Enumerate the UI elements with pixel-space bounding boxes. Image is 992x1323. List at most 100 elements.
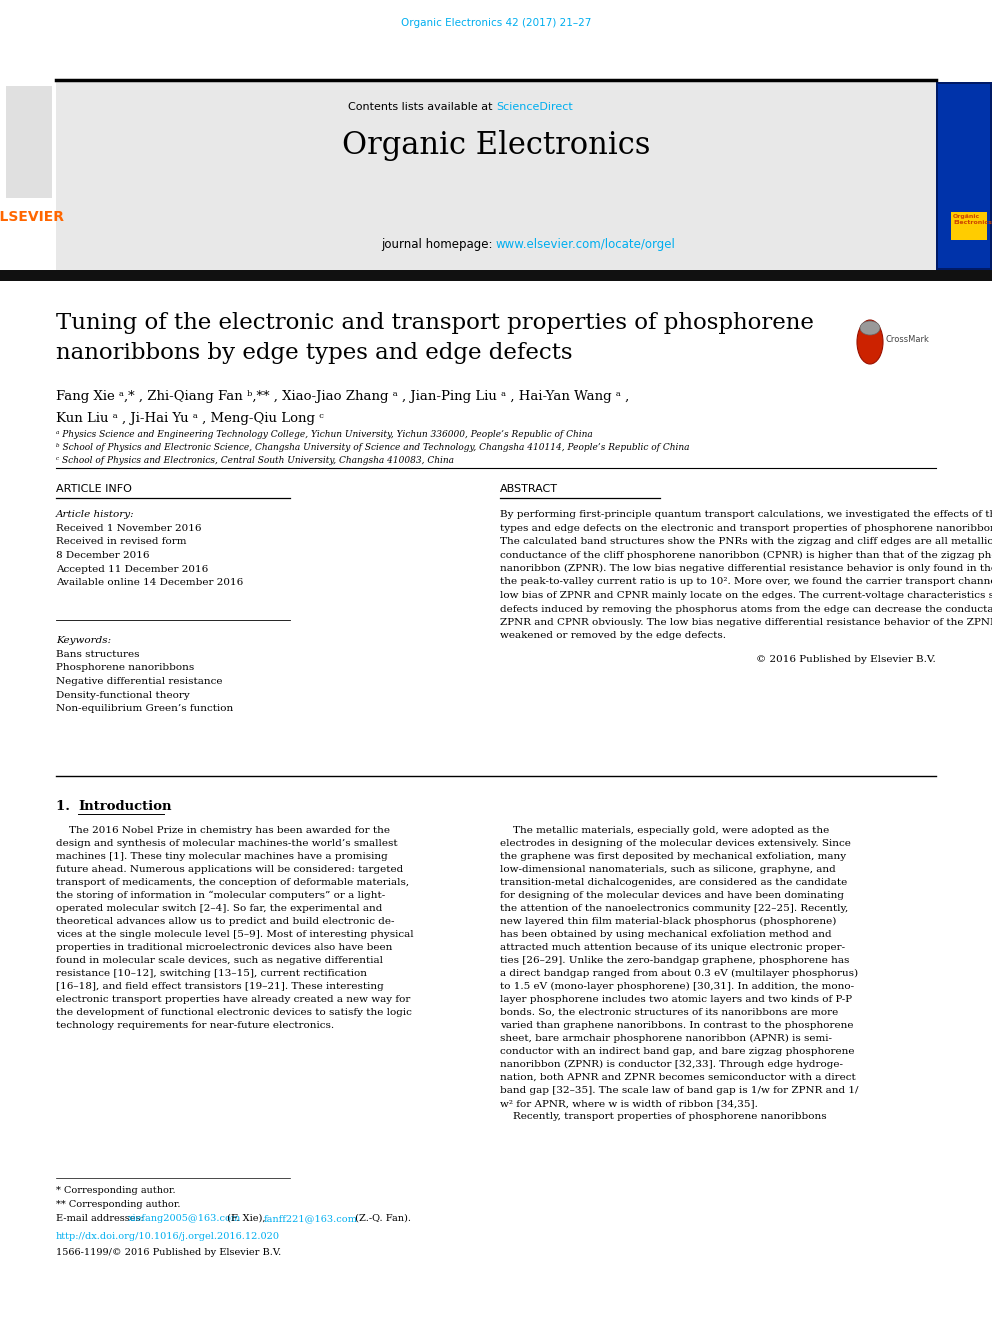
Text: Non-equilibrium Green’s function: Non-equilibrium Green’s function <box>56 704 233 713</box>
Text: ties [26–29]. Unlike the zero-bandgap graphene, phosphorene has: ties [26–29]. Unlike the zero-bandgap gr… <box>500 957 849 964</box>
Text: Kun Liu ᵃ , Ji-Hai Yu ᵃ , Meng-Qiu Long ᶜ: Kun Liu ᵃ , Ji-Hai Yu ᵃ , Meng-Qiu Long … <box>56 411 323 425</box>
Text: Keywords:: Keywords: <box>56 636 111 646</box>
Text: ABSTRACT: ABSTRACT <box>500 484 558 493</box>
Text: conductor with an indirect band gap, and bare zigzag phosphorene: conductor with an indirect band gap, and… <box>500 1046 854 1056</box>
Text: (Z.-Q. Fan).: (Z.-Q. Fan). <box>352 1215 411 1222</box>
Text: has been obtained by using mechanical exfoliation method and: has been obtained by using mechanical ex… <box>500 930 831 939</box>
Text: electrodes in designing of the molecular devices extensively. Since: electrodes in designing of the molecular… <box>500 839 851 848</box>
Text: CrossMark: CrossMark <box>886 335 930 344</box>
Text: ELSEVIER: ELSEVIER <box>0 210 65 224</box>
Text: technology requirements for near-future electronics.: technology requirements for near-future … <box>56 1021 334 1031</box>
Text: electronic transport properties have already created a new way for: electronic transport properties have alr… <box>56 995 411 1004</box>
Text: 1.: 1. <box>56 800 79 814</box>
Text: Contents lists available at: Contents lists available at <box>348 102 496 112</box>
Text: www.elsevier.com/locate/orgel: www.elsevier.com/locate/orgel <box>496 238 676 251</box>
Text: fanff221@163.com: fanff221@163.com <box>264 1215 358 1222</box>
Text: nanoribbons by edge types and edge defects: nanoribbons by edge types and edge defec… <box>56 343 572 364</box>
Text: Fang Xie ᵃ,* , Zhi-Qiang Fan ᵇ,** , Xiao-Jiao Zhang ᵃ , Jian-Ping Liu ᵃ , Hai-Ya: Fang Xie ᵃ,* , Zhi-Qiang Fan ᵇ,** , Xiao… <box>56 390 629 404</box>
Text: transition-metal dichalcogenides, are considered as the candidate: transition-metal dichalcogenides, are co… <box>500 878 847 886</box>
Text: Recently, transport properties of phosphorene nanoribbons: Recently, transport properties of phosph… <box>500 1113 826 1121</box>
Text: low-dimensional nanomaterials, such as silicone, graphyne, and: low-dimensional nanomaterials, such as s… <box>500 865 835 875</box>
Text: ** Corresponding author.: ** Corresponding author. <box>56 1200 181 1209</box>
Text: band gap [32–35]. The scale law of band gap is 1/w for ZPNR and 1/: band gap [32–35]. The scale law of band … <box>500 1086 858 1095</box>
Text: Article history:: Article history: <box>56 509 135 519</box>
Text: conductance of the cliff phosphorene nanoribbon (CPNR) is higher than that of th: conductance of the cliff phosphorene nan… <box>500 550 992 560</box>
Text: vices at the single molecule level [5–9]. Most of interesting physical: vices at the single molecule level [5–9]… <box>56 930 414 939</box>
Text: a direct bandgap ranged from about 0.3 eV (multilayer phosphorus): a direct bandgap ranged from about 0.3 e… <box>500 968 858 978</box>
Ellipse shape <box>857 320 883 364</box>
Text: theoretical advances allow us to predict and build electronic de-: theoretical advances allow us to predict… <box>56 917 395 926</box>
Text: transport of medicaments, the conception of deformable materials,: transport of medicaments, the conception… <box>56 878 409 886</box>
Text: Organic Electronics 42 (2017) 21–27: Organic Electronics 42 (2017) 21–27 <box>401 19 591 28</box>
Text: Density-functional theory: Density-functional theory <box>56 691 189 700</box>
Text: Introduction: Introduction <box>78 800 172 814</box>
Text: varied than graphene nanoribbons. In contrast to the phosphorene: varied than graphene nanoribbons. In con… <box>500 1021 853 1031</box>
Text: the development of functional electronic devices to satisfy the logic: the development of functional electronic… <box>56 1008 412 1017</box>
Text: Received 1 November 2016: Received 1 November 2016 <box>56 524 201 533</box>
Text: machines [1]. These tiny molecular machines have a promising: machines [1]. These tiny molecular machi… <box>56 852 388 861</box>
Bar <box>56 82 936 270</box>
Text: weakened or removed by the edge defects.: weakened or removed by the edge defects. <box>500 631 726 640</box>
Text: sheet, bare armchair phosphorene nanoribbon (APNR) is semi-: sheet, bare armchair phosphorene nanorib… <box>500 1035 832 1043</box>
Text: the graphene was first deposited by mechanical exfoliation, many: the graphene was first deposited by mech… <box>500 852 846 861</box>
Text: the storing of information in “molecular computers” or a light-: the storing of information in “molecular… <box>56 890 385 901</box>
Text: journal homepage:: journal homepage: <box>381 238 496 251</box>
Text: The 2016 Nobel Prize in chemistry has been awarded for the: The 2016 Nobel Prize in chemistry has be… <box>56 826 390 835</box>
Text: layer phosphorene includes two atomic layers and two kinds of P-P: layer phosphorene includes two atomic la… <box>500 995 852 1004</box>
Text: bonds. So, the electronic structures of its nanoribbons are more: bonds. So, the electronic structures of … <box>500 1008 838 1017</box>
Text: [16–18], and field effect transistors [19–21]. These interesting: [16–18], and field effect transistors [1… <box>56 982 384 991</box>
Text: the peak-to-valley current ratio is up to 10². More over, we found the carrier t: the peak-to-valley current ratio is up t… <box>500 578 992 586</box>
Bar <box>938 83 990 269</box>
Text: attracted much attention because of its unique electronic proper-: attracted much attention because of its … <box>500 943 845 953</box>
Text: Bans structures: Bans structures <box>56 650 140 659</box>
Text: the attention of the nanoelectronics community [22–25]. Recently,: the attention of the nanoelectronics com… <box>500 904 848 913</box>
Text: By performing first-principle quantum transport calculations, we investigated th: By performing first-principle quantum tr… <box>500 509 992 519</box>
Text: nanoribbon (ZPNR) is conductor [32,33]. Through edge hydroge-: nanoribbon (ZPNR) is conductor [32,33]. … <box>500 1060 843 1069</box>
Text: The calculated band structures show the PNRs with the zigzag and cliff edges are: The calculated band structures show the … <box>500 537 992 546</box>
Text: design and synthesis of molecular machines-the world’s smallest: design and synthesis of molecular machin… <box>56 839 398 848</box>
Bar <box>6 86 52 198</box>
Text: for designing of the molecular devices and have been dominating: for designing of the molecular devices a… <box>500 890 844 900</box>
Text: (F. Xie),: (F. Xie), <box>224 1215 269 1222</box>
Text: properties in traditional microelectronic devices also have been: properties in traditional microelectroni… <box>56 943 393 953</box>
Text: Orgänic
Electronics: Orgänic Electronics <box>953 214 992 225</box>
Text: Phosphorene nanoribbons: Phosphorene nanoribbons <box>56 664 194 672</box>
Text: ZPNR and CPNR obviously. The low bias negative differential resistance behavior : ZPNR and CPNR obviously. The low bias ne… <box>500 618 992 627</box>
Ellipse shape <box>860 321 880 335</box>
Text: © 2016 Published by Elsevier B.V.: © 2016 Published by Elsevier B.V. <box>756 655 936 664</box>
Text: ᶜ School of Physics and Electronics, Central South University, Changsha 410083, : ᶜ School of Physics and Electronics, Cen… <box>56 456 454 464</box>
Text: Tuning of the electronic and transport properties of phosphorene: Tuning of the electronic and transport p… <box>56 312 813 333</box>
Text: 1566-1199/© 2016 Published by Elsevier B.V.: 1566-1199/© 2016 Published by Elsevier B… <box>56 1248 282 1257</box>
Text: Negative differential resistance: Negative differential resistance <box>56 677 222 687</box>
Text: w² for APNR, where w is width of ribbon [34,35].: w² for APNR, where w is width of ribbon … <box>500 1099 758 1107</box>
Bar <box>0 270 992 280</box>
Text: defects induced by removing the phosphorus atoms from the edge can decrease the : defects induced by removing the phosphor… <box>500 605 992 614</box>
Text: ARTICLE INFO: ARTICLE INFO <box>56 484 132 493</box>
Text: found in molecular scale devices, such as negative differential: found in molecular scale devices, such a… <box>56 957 383 964</box>
Bar <box>0 82 56 270</box>
Text: Organic Electronics: Organic Electronics <box>342 130 650 161</box>
Text: E-mail addresses:: E-mail addresses: <box>56 1215 147 1222</box>
Text: 8 December 2016: 8 December 2016 <box>56 550 150 560</box>
Bar <box>936 82 992 270</box>
Text: nation, both APNR and ZPNR becomes semiconductor with a direct: nation, both APNR and ZPNR becomes semic… <box>500 1073 856 1082</box>
Text: operated molecular switch [2–4]. So far, the experimental and: operated molecular switch [2–4]. So far,… <box>56 904 382 913</box>
Bar <box>951 212 987 239</box>
Text: new layered thin film material-black phosphorus (phosphorene): new layered thin film material-black pho… <box>500 917 836 926</box>
Text: http://dx.doi.org/10.1016/j.orgel.2016.12.020: http://dx.doi.org/10.1016/j.orgel.2016.1… <box>56 1232 280 1241</box>
Text: * Corresponding author.: * Corresponding author. <box>56 1185 176 1195</box>
Bar <box>4 83 54 214</box>
Text: to 1.5 eV (mono-layer phosphorene) [30,31]. In addition, the mono-: to 1.5 eV (mono-layer phosphorene) [30,3… <box>500 982 854 991</box>
Text: xiefang2005@163.com: xiefang2005@163.com <box>128 1215 241 1222</box>
Text: Accepted 11 December 2016: Accepted 11 December 2016 <box>56 565 208 573</box>
Text: future ahead. Numerous applications will be considered: targeted: future ahead. Numerous applications will… <box>56 865 404 875</box>
Text: The metallic materials, especially gold, were adopted as the: The metallic materials, especially gold,… <box>500 826 829 835</box>
Text: Available online 14 December 2016: Available online 14 December 2016 <box>56 578 243 587</box>
Text: ScienceDirect: ScienceDirect <box>496 102 572 112</box>
Text: types and edge defects on the electronic and transport properties of phosphorene: types and edge defects on the electronic… <box>500 524 992 533</box>
Text: Received in revised form: Received in revised form <box>56 537 186 546</box>
Text: ᵃ Physics Science and Engineering Technology College, Yichun University, Yichun : ᵃ Physics Science and Engineering Techno… <box>56 430 593 439</box>
Text: low bias of ZPNR and CPNR mainly locate on the edges. The current-voltage charac: low bias of ZPNR and CPNR mainly locate … <box>500 591 992 601</box>
Text: ᵇ School of Physics and Electronic Science, Changsha University of Science and T: ᵇ School of Physics and Electronic Scien… <box>56 443 689 452</box>
Text: nanoribbon (ZPNR). The low bias negative differential resistance behavior is onl: nanoribbon (ZPNR). The low bias negative… <box>500 564 992 573</box>
